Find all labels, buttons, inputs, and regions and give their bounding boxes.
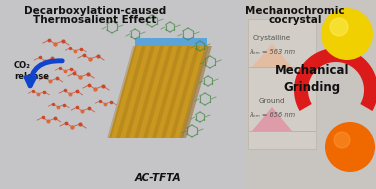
Polygon shape xyxy=(135,38,207,46)
Text: Decarboxylation-caused: Decarboxylation-caused xyxy=(24,6,166,16)
Polygon shape xyxy=(116,46,146,138)
Text: cocrystal: cocrystal xyxy=(268,15,322,25)
Polygon shape xyxy=(143,46,173,138)
Text: Mechanochromic: Mechanochromic xyxy=(245,6,345,16)
Polygon shape xyxy=(252,107,292,131)
Text: λₑₘ = 563 nm: λₑₘ = 563 nm xyxy=(249,49,295,55)
Text: Thermosalient Effect: Thermosalient Effect xyxy=(33,15,157,25)
Polygon shape xyxy=(107,46,137,138)
Polygon shape xyxy=(179,46,209,138)
Bar xyxy=(0,0,245,189)
Polygon shape xyxy=(161,46,191,138)
Text: CO₂
release: CO₂ release xyxy=(14,61,49,81)
Circle shape xyxy=(321,8,373,60)
Bar xyxy=(245,0,376,189)
Polygon shape xyxy=(152,46,182,138)
Circle shape xyxy=(325,122,375,172)
Circle shape xyxy=(330,18,348,36)
Polygon shape xyxy=(134,46,164,138)
Text: λₑₘ = 656 nm: λₑₘ = 656 nm xyxy=(249,112,295,118)
Polygon shape xyxy=(170,46,200,138)
Text: Mechanical
Grinding: Mechanical Grinding xyxy=(275,64,349,94)
Text: Ground: Ground xyxy=(259,98,285,104)
Polygon shape xyxy=(109,46,207,138)
Text: Crystalline: Crystalline xyxy=(253,35,291,41)
Text: AC-TFTA: AC-TFTA xyxy=(135,173,181,183)
Circle shape xyxy=(334,132,350,148)
FancyBboxPatch shape xyxy=(248,19,316,149)
Polygon shape xyxy=(252,44,292,67)
Polygon shape xyxy=(294,48,376,111)
Polygon shape xyxy=(181,46,212,138)
Polygon shape xyxy=(125,46,155,138)
